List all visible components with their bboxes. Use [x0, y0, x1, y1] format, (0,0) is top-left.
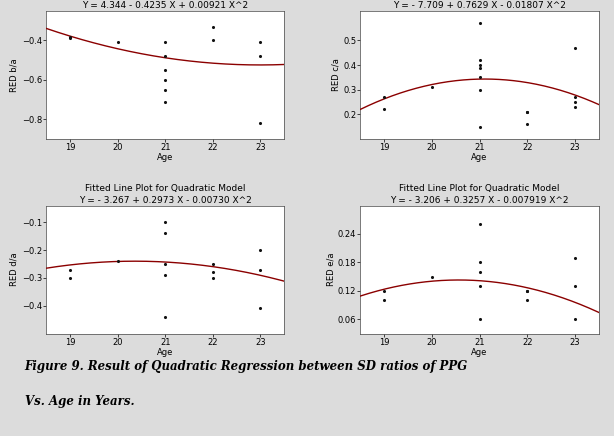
- Text: Figure 9. Result of Quadratic Regression between SD ratios of PPG: Figure 9. Result of Quadratic Regression…: [25, 360, 468, 373]
- Point: [570, 94, 580, 101]
- Point: [379, 297, 389, 304]
- Point: [112, 258, 122, 265]
- Point: [570, 103, 580, 110]
- Point: [208, 274, 218, 281]
- Point: [65, 35, 75, 42]
- Point: [523, 109, 532, 116]
- Point: [255, 53, 265, 60]
- Point: [160, 98, 170, 105]
- Point: [255, 305, 265, 312]
- Point: [570, 44, 580, 51]
- Point: [160, 260, 170, 267]
- Point: [475, 74, 484, 81]
- Point: [160, 39, 170, 46]
- X-axis label: Age: Age: [157, 348, 173, 357]
- Point: [160, 219, 170, 226]
- Point: [208, 1, 218, 8]
- Point: [208, 37, 218, 44]
- Point: [160, 313, 170, 320]
- Point: [208, 269, 218, 276]
- Text: Vs. Age in Years.: Vs. Age in Years.: [25, 395, 134, 408]
- Point: [427, 84, 437, 91]
- Point: [255, 246, 265, 253]
- Point: [570, 254, 580, 261]
- Point: [255, 39, 265, 46]
- Title: Fitted Line Plot for Quadratic Model
Y = 4.344 - 0.4235 X + 0.00921 X^2: Fitted Line Plot for Quadratic Model Y =…: [82, 0, 248, 10]
- X-axis label: Age: Age: [472, 348, 488, 357]
- Point: [379, 287, 389, 294]
- Point: [475, 123, 484, 130]
- Title: Fitted Line Plot for Quadratic Model
Y = - 3.206 + 0.3257 X - 0.007919 X^2: Fitted Line Plot for Quadratic Model Y =…: [391, 184, 569, 205]
- Point: [65, 274, 75, 281]
- Point: [208, 260, 218, 267]
- Point: [160, 272, 170, 279]
- Point: [523, 109, 532, 116]
- Point: [475, 64, 484, 71]
- Point: [523, 297, 532, 304]
- Title: Fitted Line Plot for Quadratic Model
Y = - 3.267 + 0.2973 X - 0.00730 X^2: Fitted Line Plot for Quadratic Model Y =…: [79, 184, 252, 205]
- Point: [112, 39, 122, 46]
- Point: [160, 67, 170, 74]
- Point: [570, 99, 580, 106]
- Y-axis label: RED e/a: RED e/a: [326, 253, 335, 286]
- Point: [475, 20, 484, 27]
- Point: [523, 287, 532, 294]
- Title: Fitted Line Plot for Quadratic Model
Y = - 7.709 + 0.7629 X - 0.01807 X^2: Fitted Line Plot for Quadratic Model Y =…: [393, 0, 566, 10]
- Point: [65, 33, 75, 40]
- Point: [570, 283, 580, 290]
- Point: [65, 266, 75, 273]
- Point: [475, 259, 484, 266]
- Point: [379, 94, 389, 101]
- Y-axis label: RED b/a: RED b/a: [10, 58, 19, 92]
- Point: [208, 23, 218, 30]
- Point: [255, 120, 265, 127]
- Point: [475, 316, 484, 323]
- Point: [475, 86, 484, 93]
- Point: [475, 221, 484, 228]
- Point: [523, 287, 532, 294]
- Point: [475, 61, 484, 68]
- Point: [160, 53, 170, 60]
- Y-axis label: RED d/a: RED d/a: [10, 253, 19, 286]
- Point: [160, 230, 170, 237]
- Point: [475, 283, 484, 290]
- Point: [160, 86, 170, 93]
- X-axis label: Age: Age: [472, 153, 488, 163]
- Y-axis label: RED c/a: RED c/a: [332, 58, 340, 92]
- Point: [427, 273, 437, 280]
- Point: [475, 269, 484, 276]
- Point: [475, 57, 484, 64]
- X-axis label: Age: Age: [157, 153, 173, 163]
- Point: [160, 76, 170, 83]
- Point: [379, 106, 389, 113]
- Point: [255, 266, 265, 273]
- Point: [523, 121, 532, 128]
- Point: [570, 316, 580, 323]
